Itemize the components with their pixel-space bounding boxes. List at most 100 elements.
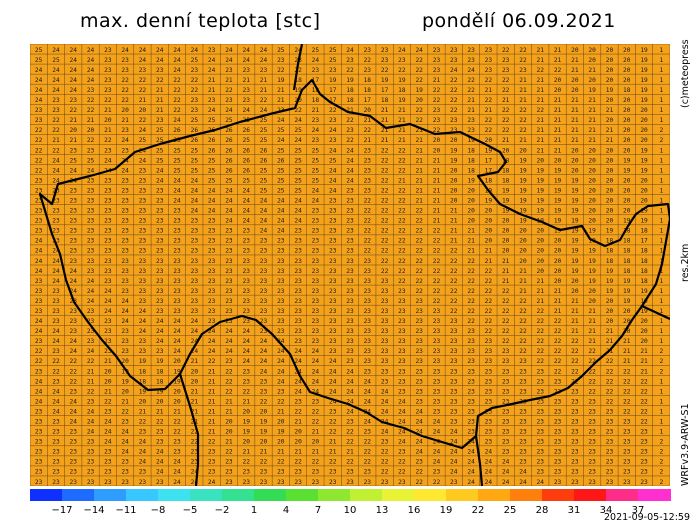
grid-cell-value: 21: [571, 107, 579, 114]
grid-cell-value: 25: [87, 157, 95, 164]
grid-cell-value: 23: [329, 298, 337, 305]
grid-cell-value: 20: [640, 137, 648, 144]
grid-cell-value: 25: [225, 177, 233, 184]
grid-cell-value: 23: [260, 469, 268, 476]
grid-cell-value: 18: [467, 167, 475, 174]
grid-cell-value: 20: [502, 218, 510, 225]
grid-cell-value: 20: [640, 318, 648, 325]
grid-cell-value: 22: [467, 278, 475, 285]
grid-cell-value: 25: [208, 177, 216, 184]
grid-cell-value: 25: [225, 117, 233, 124]
grid-cell-value: 22: [294, 107, 302, 114]
grid-cell-value: 22: [87, 388, 95, 395]
grid-cell-value: 23: [381, 439, 389, 446]
grid-cell-value: 23: [104, 408, 112, 415]
grid-cell-value: 22: [346, 439, 354, 446]
grid-cell-value: 20: [606, 187, 614, 194]
grid-cell-value: 25: [329, 57, 337, 64]
grid-cell-value: 23: [485, 398, 493, 405]
grid-cell-value: 25: [242, 137, 250, 144]
model-label: WRFv3.9-ARW-S1: [680, 403, 691, 486]
grid-cell-value: 19: [519, 167, 527, 174]
grid-cell-value: 21: [208, 77, 216, 84]
grid-cell-value: 22: [485, 97, 493, 104]
grid-cell-value: 20: [606, 147, 614, 154]
grid-cell-value: 20: [571, 87, 579, 94]
grid-cell-value: 20: [640, 117, 648, 124]
grid-cell-value: 25: [277, 187, 285, 194]
grid-cell-value: 25: [35, 57, 43, 64]
grid-cell-value: 20: [606, 167, 614, 174]
grid-cell-value: 23: [450, 318, 458, 325]
grid-cell-value: 21: [104, 388, 112, 395]
grid-cell-value: 24: [225, 208, 233, 215]
grid-cell-value: 19: [623, 167, 631, 174]
grid-cell-value: 20: [623, 47, 631, 54]
grid-cell-value: 23: [260, 328, 268, 335]
grid-cell-value: 21: [121, 398, 129, 405]
grid-cell-value: 22: [485, 127, 493, 134]
grid-cell-value: 21: [208, 378, 216, 385]
grid-cell-value: 21: [208, 398, 216, 405]
grid-cell-value: 23: [191, 218, 199, 225]
grid-cell-value: 22: [191, 439, 199, 446]
grid-cell-value: 23: [277, 388, 285, 395]
grid-cell-value: 20: [121, 388, 129, 395]
grid-cell-value: 23: [121, 479, 129, 486]
grid-cell-value: 21: [537, 87, 545, 94]
grid-cell-value: 23: [329, 288, 337, 295]
grid-cell-value: 22: [467, 87, 475, 94]
grid-cell-value: 23: [312, 318, 320, 325]
grid-cell-value: 23: [329, 268, 337, 275]
grid-cell-value: 20: [485, 238, 493, 245]
grid-cell-value: 23: [364, 348, 372, 355]
grid-cell-value: 1: [659, 388, 663, 395]
grid-cell-value: 23: [35, 308, 43, 315]
grid-cell-value: 23: [398, 57, 406, 64]
grid-cell-value: 22: [415, 258, 423, 265]
grid-cell-value: 23: [467, 408, 475, 415]
grid-cell-value: 23: [225, 459, 233, 466]
grid-cell-value: 23: [52, 238, 60, 245]
colorbar-segment: [254, 489, 287, 501]
grid-cell-value: 23: [70, 429, 78, 436]
grid-cell-value: 23: [70, 248, 78, 255]
grid-cell-value: 23: [208, 278, 216, 285]
colorbar-tick-label: 10: [343, 505, 357, 516]
grid-cell-value: 19: [571, 258, 579, 265]
grid-cell-value: 23: [519, 388, 527, 395]
grid-cell-value: 22: [294, 67, 302, 74]
grid-cell-value: 24: [225, 107, 233, 114]
grid-cell-value: 23: [606, 479, 614, 486]
grid-cell-value: 21: [554, 57, 562, 64]
grid-cell-value: 21: [485, 107, 493, 114]
grid-cell-value: 22: [173, 419, 181, 426]
grid-cell-value: 20: [173, 398, 181, 405]
grid-cell-value: 24: [346, 177, 354, 184]
grid-cell-value: 21: [121, 117, 129, 124]
grid-cell-value: 19: [519, 157, 527, 164]
grid-cell-value: 26: [225, 137, 233, 144]
grid-cell-value: 24: [52, 268, 60, 275]
grid-cell-value: 19: [156, 388, 164, 395]
grid-cell-value: 21: [502, 258, 510, 265]
grid-cell-value: 23: [121, 268, 129, 275]
grid-cell-value: 19: [450, 157, 458, 164]
grid-cell-value: 25: [242, 177, 250, 184]
grid-cell-value: 23: [87, 439, 95, 446]
grid-cell-value: 21: [554, 147, 562, 154]
grid-cell-value: 22: [381, 208, 389, 215]
grid-cell-value: 22: [173, 77, 181, 84]
grid-cell-value: 22: [433, 97, 441, 104]
grid-cell-value: 23: [87, 187, 95, 194]
grid-cell-value: 22: [346, 459, 354, 466]
grid-cell-value: 24: [398, 419, 406, 426]
grid-cell-value: 24: [242, 208, 250, 215]
grid-cell-value: 20: [139, 107, 147, 114]
grid-cell-value: 19: [640, 47, 648, 54]
grid-cell-value: 23: [208, 218, 216, 225]
grid-cell-value: 24: [485, 449, 493, 456]
grid-cell-value: 23: [415, 378, 423, 385]
grid-cell-value: 21: [415, 177, 423, 184]
grid-cell-value: 20: [502, 248, 510, 255]
